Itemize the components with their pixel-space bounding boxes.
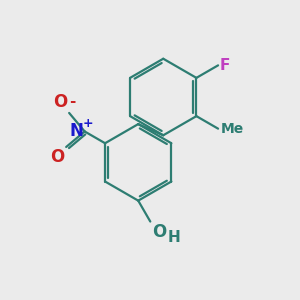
Text: H: H bbox=[167, 230, 180, 245]
Text: O: O bbox=[50, 148, 65, 166]
Text: Me: Me bbox=[220, 122, 244, 136]
Text: N: N bbox=[69, 122, 83, 140]
Text: +: + bbox=[82, 117, 93, 130]
Text: O: O bbox=[152, 223, 166, 241]
Text: O: O bbox=[53, 94, 68, 112]
Text: -: - bbox=[69, 94, 75, 109]
Text: F: F bbox=[220, 58, 230, 73]
